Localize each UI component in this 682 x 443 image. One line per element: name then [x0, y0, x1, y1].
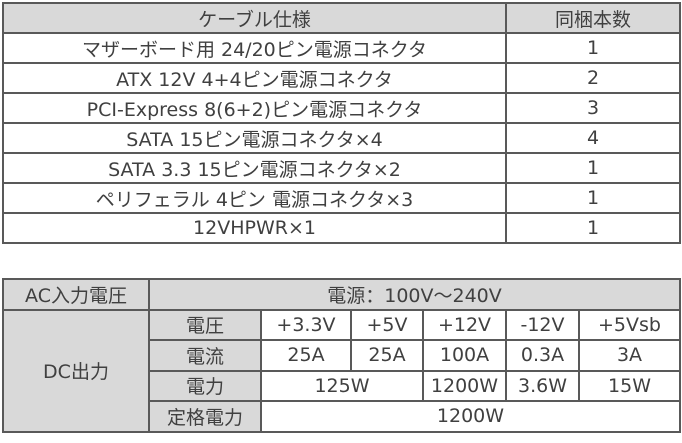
cable-count: 1 [505, 212, 681, 244]
cable-row: ペリフェラル 4ピン 電源コネクタ×3 1 [2, 182, 681, 214]
cable-count: 2 [505, 62, 681, 94]
cell: 25A [350, 339, 424, 372]
cable-row: マザーボード用 24/20ピン電源コネクタ 1 [2, 32, 681, 64]
dc-row-label: 電流 [148, 339, 262, 372]
cable-count: 4 [505, 122, 681, 154]
cable-table: ケーブル仕様 同梱本数 マザーボード用 24/20ピン電源コネクタ 1 ATX 12… [2, 2, 681, 244]
cable-name: マザーボード用 24/20ピン電源コネクタ [2, 32, 507, 64]
cable-count: 1 [505, 182, 681, 214]
header-row: ケーブル仕様 同梱本数 [2, 2, 681, 34]
header-cell: 同梱本数 [505, 2, 681, 34]
cell: 100A [422, 339, 507, 372]
cable-count: 1 [505, 32, 681, 64]
cell: 25A [260, 339, 352, 372]
cable-row: 12VHPWR×1 1 [2, 212, 681, 244]
cell: 3A [578, 339, 681, 372]
cable-name: ペリフェラル 4ピン 電源コネクタ×3 [2, 182, 507, 214]
cable-table-body: ケーブル仕様 同梱本数 マザーボード用 24/20ピン電源コネクタ 1 ATX 12… [2, 2, 681, 244]
cell: 125W [260, 369, 424, 402]
rated-value: 1200W [260, 400, 681, 433]
dc-row: 電力 125W 1200W 3.6W 15W [3, 369, 681, 402]
cell: 0.3A [505, 339, 580, 372]
cable-name: PCI-Express 8(6+2)ピン電源コネクタ [2, 92, 507, 124]
dc-row: DC出力 電圧 +3.3V +5V +12V -12V +5Vsb [2, 308, 681, 433]
cell: 1200W [422, 369, 507, 402]
cell: +12V [422, 308, 507, 341]
cable-name: SATA 15ピン電源コネクタ×4 [2, 122, 507, 154]
cable-name: SATA 3.3 15ピン電源コネクタ×2 [2, 152, 507, 184]
cable-row: SATA 3.3 15ピン電源コネクタ×2 1 [2, 152, 681, 184]
dc-row-label: 電圧 [148, 308, 262, 341]
header-cell: ケーブル仕様 [2, 2, 507, 34]
cell: 15W [578, 369, 681, 402]
ac-label: AC入力電圧 [2, 278, 150, 311]
cable-count: 1 [505, 152, 681, 184]
cell: +5V [350, 308, 424, 341]
ac-row: AC入力電圧 電源：100V～240V [2, 278, 681, 311]
dc-label: DC出力 [2, 308, 150, 433]
cell: +5Vsb [578, 308, 681, 341]
ac-value: 電源：100V～240V [148, 278, 681, 311]
cable-row: SATA 15ピン電源コネクタ×4 4 [2, 122, 681, 154]
cell: -12V [505, 308, 580, 341]
cable-row: ATX 12V 4+4ピン電源コネクタ 2 [2, 62, 681, 94]
cable-name: 12VHPWR×1 [2, 212, 507, 244]
cable-count: 3 [505, 92, 681, 124]
dc-row-label: 電力 [148, 369, 262, 402]
cable-name: ATX 12V 4+4ピン電源コネクタ [2, 62, 507, 94]
cable-row: PCI-Express 8(6+2)ピン電源コネクタ 3 [2, 92, 681, 124]
rated-row: 定格電力 1200W [3, 400, 681, 433]
cell: 3.6W [505, 369, 580, 402]
power-table: AC入力電圧 電源：100V～240V DC出力 電圧 +3.3V +5V +1… [2, 278, 681, 433]
cell: +3.3V [260, 308, 352, 341]
rated-label: 定格電力 [148, 400, 262, 433]
dc-row: 電流 25A 25A 100A 0.3A 3A [3, 339, 681, 372]
